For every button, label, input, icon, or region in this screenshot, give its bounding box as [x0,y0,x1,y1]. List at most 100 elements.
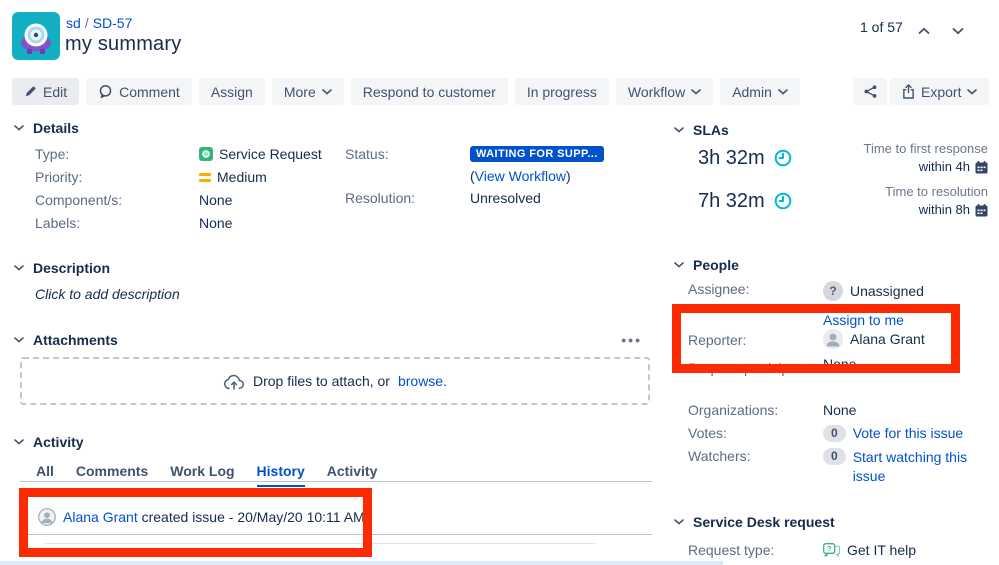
service-desk-heading: Service Desk request [693,514,835,530]
service-desk-section: Service Desk request Request type: ? Get… [672,512,988,558]
status-badge: WAITING FOR SUPP... [470,146,604,162]
collapse-chevron-icon[interactable] [12,261,26,275]
next-issue-button[interactable] [946,21,970,41]
collapse-chevron-icon[interactable] [12,333,26,347]
tabs-divider [20,481,652,482]
labels-value: None [199,215,233,231]
workflow-menu-button[interactable]: Workflow [615,78,714,105]
sla-goal: within 8h [918,202,970,217]
attachments-heading: Attachments [33,332,118,348]
request-type-value: Get IT help [847,542,917,558]
reporter-value: Alana Grant [850,330,925,347]
description-section: Description Click to add description [12,258,652,302]
history-timestamp: 20/May/20 10:11 AM [237,509,365,525]
export-label: Export [921,83,962,100]
collapse-chevron-icon[interactable] [12,121,26,135]
comment-label: Comment [119,83,180,100]
breadcrumb-project-link[interactable]: sd [66,15,81,31]
respond-label: Respond to customer [362,83,496,100]
share-icon [864,85,876,98]
collapse-chevron-icon[interactable] [672,123,686,137]
activity-tabs: All Comments Work Log History Activity [36,463,377,487]
in-progress-label: In progress [526,83,597,100]
respond-to-customer-button[interactable]: Respond to customer [350,78,508,105]
request-participants-value: None [823,356,857,372]
attachments-section: Attachments ••• Drop files to attach, or… [12,330,652,405]
chevron-down-icon [778,88,788,95]
description-heading: Description [33,260,111,276]
unassigned-avatar-icon: ? [823,281,843,301]
request-participants-label: Request participants: [688,360,820,376]
organizations-label: Organizations: [688,402,779,418]
breadcrumb-issue-link[interactable]: SD-57 [92,15,133,31]
reporter-avatar-icon [823,329,843,349]
clock-icon [774,149,792,167]
more-label: More [283,83,316,100]
details-section: Details Type: Service Request Priority: … [12,118,652,231]
collapse-chevron-icon[interactable] [672,515,686,529]
edit-button[interactable]: Edit [12,78,80,105]
assignee-row: Assignee: ? Unassigned [688,281,988,301]
sla-remaining: 3h 32m [698,146,765,169]
edit-label: Edit [43,83,68,100]
description-placeholder[interactable]: Click to add description [35,286,180,302]
history-author-link[interactable]: Alana Grant [63,509,138,525]
priority-label: Priority: [35,169,83,185]
collapse-chevron-icon[interactable] [672,258,686,272]
chevron-down-icon [967,88,978,95]
service-request-type-icon [199,147,213,161]
previous-issue-button[interactable] [912,21,936,41]
assign-to-me: Assign to me [823,312,904,328]
tab-work-log[interactable]: Work Log [170,463,235,479]
watchers-label: Watchers: [688,448,751,464]
more-menu-button[interactable]: More [271,78,344,105]
details-heading: Details [33,120,79,136]
export-button[interactable]: Export [890,78,990,105]
attachments-menu-button[interactable]: ••• [621,332,642,348]
assign-to-me-link[interactable]: Assign to me [823,312,904,328]
export-upload-icon [903,84,914,99]
comment-button[interactable]: Comment [86,78,192,105]
workflow-label: Workflow [627,83,686,100]
share-button[interactable] [853,78,887,105]
view-workflow-link[interactable]: View Workflow [474,168,566,184]
components-label: Component/s: [35,192,123,208]
tab-all[interactable]: All [36,463,54,479]
assignee-value: Unassigned [850,282,924,299]
labels-label: Labels: [35,215,81,231]
pencil-icon [25,86,36,97]
project-avatar [12,12,60,60]
watch-link[interactable]: Start watching this issue [852,449,968,484]
clock-icon [774,192,792,210]
help-bubble-icon: ? [823,543,840,558]
tab-comments[interactable]: Comments [75,463,149,479]
sla-first-response: 3h 32m Time to first response within 4h [698,140,988,176]
view-workflow: (View Workflow) [470,168,571,184]
people-heading: People [693,257,739,273]
history-action: created issue - [141,509,234,525]
tab-history[interactable]: History [256,463,305,487]
tab-activity[interactable]: Activity [326,463,378,479]
browse-link[interactable]: browse. [397,373,447,389]
reporter-row: Reporter: Alana Grant [688,329,988,349]
type-label: Type: [35,146,70,162]
attachments-dropzone[interactable]: Drop files to attach, or browse. [20,357,650,405]
in-progress-button[interactable]: In progress [514,78,609,105]
organizations-value: None [823,402,857,418]
sla-resolution: 7h 32m Time to resolution within 8h [698,183,988,219]
chevron-down-icon [321,88,332,95]
toolbar: Edit Comment Assign More Respond to cust… [12,78,800,105]
pager-count: 1 of 57 [860,19,903,35]
admin-menu-button[interactable]: Admin [720,78,800,105]
chevron-down-icon [952,28,964,35]
comment-bubble-icon [99,85,112,99]
calendar-icon [975,160,988,173]
status-label: Status: [345,146,389,162]
admin-label: Admin [732,83,772,100]
details-fields-right: Status: WAITING FOR SUPP... (View Workfl… [345,146,604,206]
watchers-row: Watchers: 0 Start watching this issue [688,448,988,486]
collapse-chevron-icon[interactable] [12,435,26,449]
vote-link[interactable]: Vote for this issue [852,425,964,441]
assign-button[interactable]: Assign [198,78,265,105]
request-participants-row: Request participants: None [688,356,988,380]
